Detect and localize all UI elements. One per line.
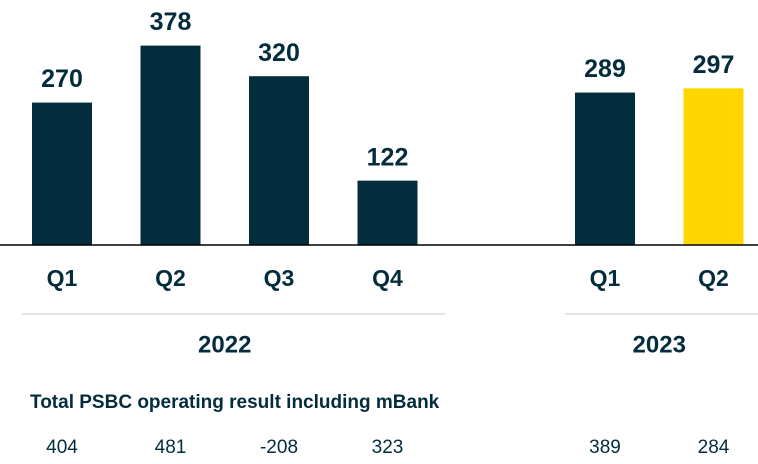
- bar: [140, 45, 201, 246]
- value-label: 289: [584, 55, 626, 83]
- value-label: 270: [41, 65, 83, 93]
- x-tick-label: Q1: [47, 265, 78, 291]
- bar: [249, 76, 309, 245]
- value-label: 378: [150, 8, 192, 36]
- total-value: -208: [260, 437, 298, 458]
- value-label: 122: [367, 143, 409, 171]
- x-tick-label: Q2: [698, 265, 729, 291]
- total-value: 404: [46, 437, 78, 458]
- value-label: 297: [693, 51, 735, 79]
- x-tick-label: Q2: [155, 265, 186, 291]
- group-label: 2023: [633, 331, 686, 358]
- bar: [32, 102, 92, 245]
- x-tick-label: Q1: [590, 265, 621, 291]
- x-tick-label: Q3: [264, 265, 295, 291]
- bar: [683, 88, 744, 246]
- value-label: 320: [258, 39, 300, 67]
- total-value: 323: [372, 437, 404, 458]
- total-value: 389: [589, 437, 621, 458]
- bar: [357, 180, 418, 245]
- bar: [575, 92, 635, 246]
- totals-title: Total PSBC operating result including mB…: [30, 392, 440, 413]
- total-value: 284: [698, 437, 730, 458]
- x-tick-label: Q4: [372, 265, 403, 291]
- group-label: 2022: [198, 331, 251, 358]
- total-value: 481: [155, 437, 187, 458]
